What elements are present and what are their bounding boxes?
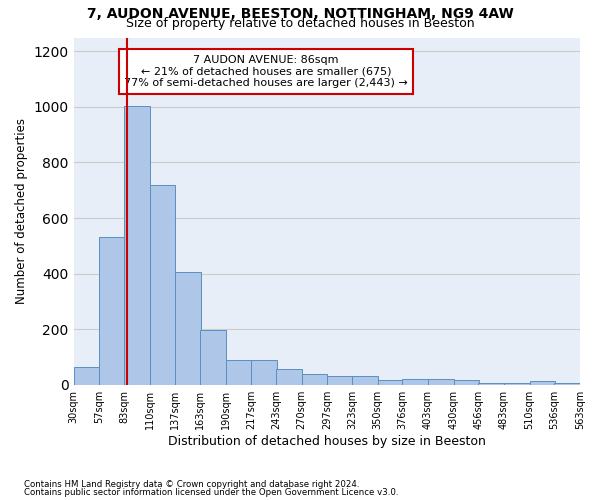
Bar [352,376,377,384]
Text: Size of property relative to detached houses in Beeston: Size of property relative to detached ho… [125,18,475,30]
Bar [74,366,99,384]
Bar [251,360,277,384]
Bar [276,370,302,384]
Bar [175,272,201,384]
Bar [200,330,226,384]
Bar [428,379,454,384]
X-axis label: Distribution of detached houses by size in Beeston: Distribution of detached houses by size … [168,434,486,448]
Bar [302,374,327,384]
Bar [454,380,479,384]
Bar [377,380,403,384]
Bar [149,184,175,384]
Bar [403,379,428,384]
Text: 7, AUDON AVENUE, BEESTON, NOTTINGHAM, NG9 4AW: 7, AUDON AVENUE, BEESTON, NOTTINGHAM, NG… [86,8,514,22]
Bar [327,376,353,384]
Bar [530,382,555,384]
Text: Contains public sector information licensed under the Open Government Licence v3: Contains public sector information licen… [24,488,398,497]
Bar [124,106,149,384]
Bar [99,238,125,384]
Text: Contains HM Land Registry data © Crown copyright and database right 2024.: Contains HM Land Registry data © Crown c… [24,480,359,489]
Text: 7 AUDON AVENUE: 86sqm
← 21% of detached houses are smaller (675)
77% of semi-det: 7 AUDON AVENUE: 86sqm ← 21% of detached … [124,55,408,88]
Bar [226,360,251,384]
Y-axis label: Number of detached properties: Number of detached properties [15,118,28,304]
